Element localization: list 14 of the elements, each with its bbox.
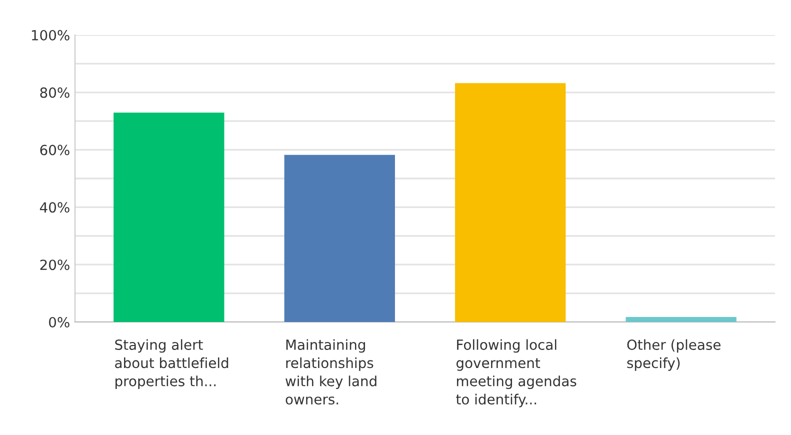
x-tick-label: Staying alert about battlefield properties th... <box>115 339 228 390</box>
bar <box>284 154 395 322</box>
x-tick-label: Following local government meeting agendas to identify... <box>456 339 576 408</box>
y-tick-label: 40% <box>40 202 70 213</box>
y-tick-label: 80% <box>40 87 70 98</box>
y-tick-label: 100% <box>32 30 70 40</box>
bar <box>455 83 566 322</box>
bar <box>626 317 736 322</box>
y-tick-label: 60% <box>40 144 70 156</box>
y-tick-label: 0% <box>49 316 70 328</box>
x-tick-label: Maintaining relationships with key land owners. <box>286 339 376 405</box>
x-tick-label: Other (please specify) <box>627 339 721 371</box>
bar <box>114 112 224 322</box>
y-tick-label: 20% <box>40 260 70 270</box>
